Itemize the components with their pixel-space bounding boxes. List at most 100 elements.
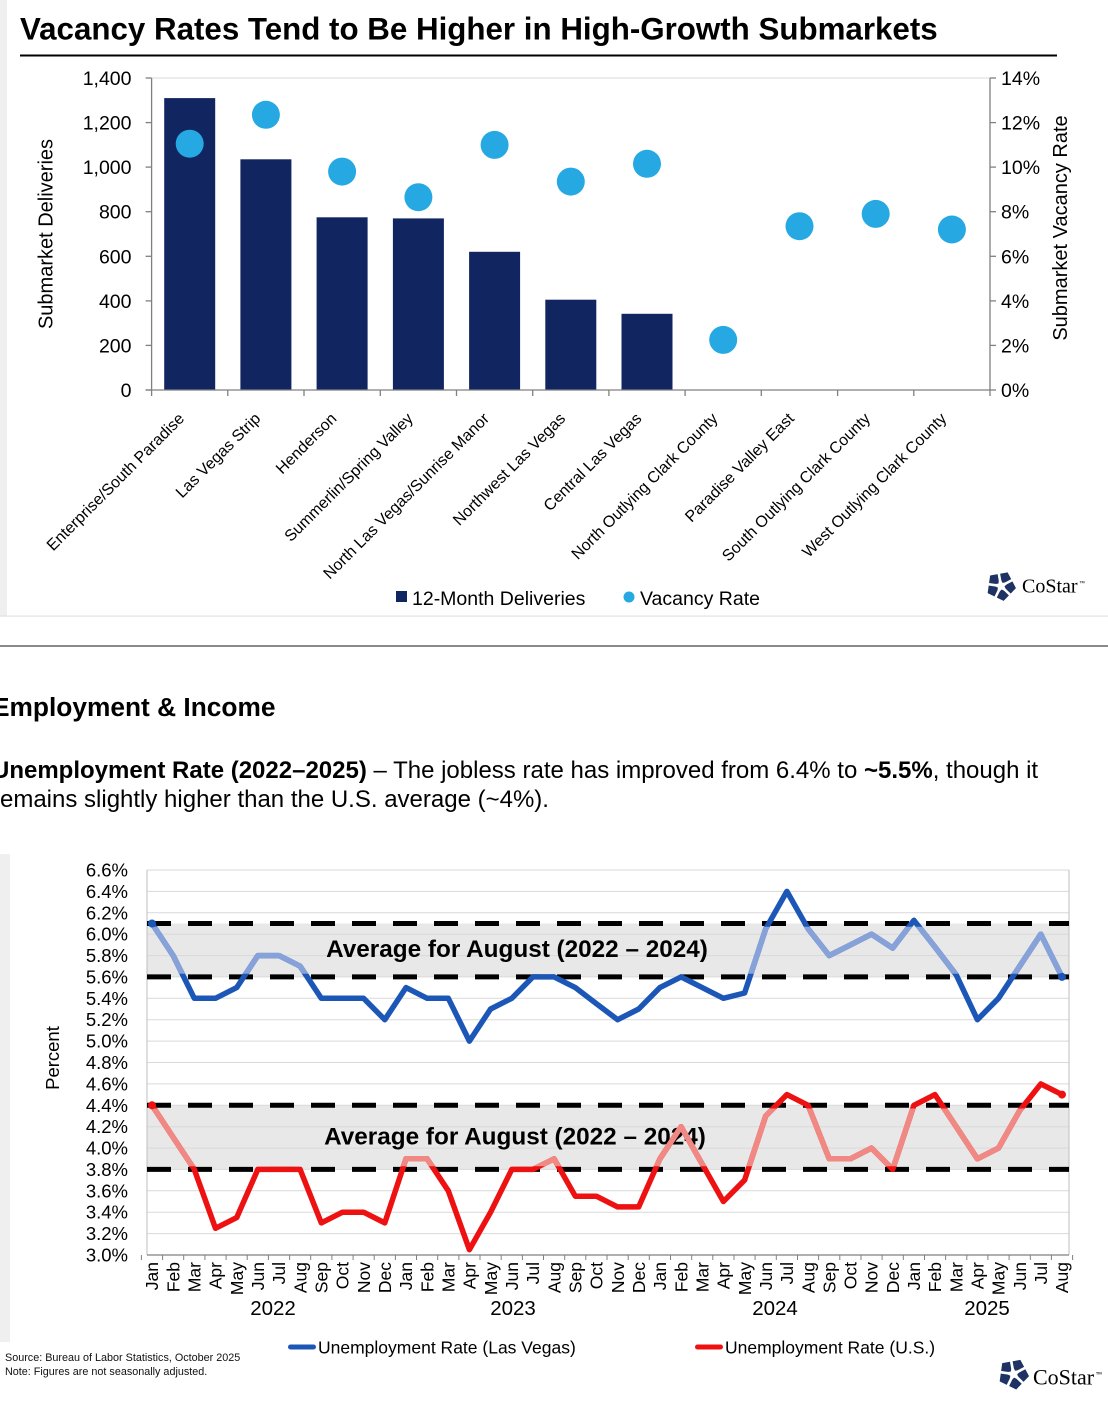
svg-text:6.0%: 6.0%: [86, 924, 128, 945]
svg-text:Mar: Mar: [439, 1262, 459, 1292]
svg-text:3.6%: 3.6%: [86, 1180, 128, 1201]
svg-text:CoStar: CoStar: [1033, 1365, 1095, 1390]
svg-text:6%: 6%: [1001, 246, 1029, 268]
svg-text:1,400: 1,400: [83, 68, 132, 90]
svg-text:Aug: Aug: [798, 1262, 818, 1293]
svg-text:12%: 12%: [1001, 113, 1040, 135]
svg-text:Las Vegas Strip: Las Vegas Strip: [173, 410, 264, 501]
svg-text:Sep: Sep: [312, 1262, 332, 1293]
svg-text:1,200: 1,200: [83, 113, 132, 135]
svg-text:Jul: Jul: [269, 1262, 289, 1284]
svg-text:Percent: Percent: [42, 1026, 63, 1090]
svg-text:Jan: Jan: [904, 1262, 924, 1290]
svg-text:5.0%: 5.0%: [86, 1031, 128, 1052]
svg-text:Dec: Dec: [883, 1262, 903, 1293]
svg-text:Enterprise/South Paradise: Enterprise/South Paradise: [44, 410, 188, 554]
svg-text:Jan: Jan: [650, 1262, 670, 1290]
svg-text:CoStar: CoStar: [1022, 576, 1078, 598]
svg-text:4.6%: 4.6%: [86, 1073, 128, 1094]
svg-text:Apr: Apr: [968, 1262, 988, 1289]
svg-text:Apr: Apr: [714, 1262, 734, 1289]
svg-text:North Las Vegas/Sunrise Manor: North Las Vegas/Sunrise Manor: [321, 410, 494, 583]
svg-text:™: ™: [1079, 580, 1085, 587]
svg-text:Sep: Sep: [819, 1262, 839, 1293]
svg-text:Jul: Jul: [777, 1262, 797, 1284]
svg-text:3.4%: 3.4%: [86, 1202, 128, 1223]
svg-text:8%: 8%: [1001, 202, 1029, 224]
svg-text:Feb: Feb: [671, 1262, 691, 1292]
svg-text:Oct: Oct: [333, 1262, 353, 1289]
svg-text:Apr: Apr: [460, 1262, 480, 1289]
svg-text:Nov: Nov: [354, 1262, 374, 1293]
svg-text:Average for August (2022 – 202: Average for August (2022 – 2024): [326, 936, 708, 963]
svg-text:Sep: Sep: [566, 1262, 586, 1293]
svg-text:West Outlying Clark County: West Outlying Clark County: [799, 410, 950, 561]
svg-text:Nov: Nov: [862, 1262, 882, 1293]
svg-text:Aug: Aug: [544, 1262, 564, 1293]
svg-text:Jan: Jan: [396, 1262, 416, 1290]
svg-text:5.8%: 5.8%: [86, 945, 128, 966]
svg-text:South Outlying Clark County: South Outlying Clark County: [719, 410, 874, 565]
svg-text:2023: 2023: [490, 1297, 536, 1320]
svg-text:May: May: [227, 1262, 247, 1295]
svg-text:2022: 2022: [250, 1297, 296, 1320]
svg-text:Henderson: Henderson: [273, 410, 340, 477]
svg-text:3.0%: 3.0%: [86, 1245, 128, 1266]
svg-text:3.2%: 3.2%: [86, 1223, 128, 1244]
svg-text:Oct: Oct: [587, 1262, 607, 1289]
svg-text:14%: 14%: [1001, 68, 1040, 90]
svg-text:5.2%: 5.2%: [86, 1009, 128, 1030]
svg-text:Feb: Feb: [163, 1262, 183, 1292]
svg-text:Average for August (2022 – 202: Average for August (2022 – 2024): [324, 1123, 706, 1150]
svg-text:Unemployment Rate (Las Vegas): Unemployment Rate (Las Vegas): [318, 1338, 576, 1358]
svg-text:May: May: [989, 1262, 1009, 1295]
svg-text:May: May: [735, 1262, 755, 1295]
svg-text:Oct: Oct: [841, 1262, 861, 1289]
svg-text:Source: Bureau of Labor Statis: Source: Bureau of Labor Statistics, Octo…: [5, 1352, 240, 1364]
svg-text:1,000: 1,000: [83, 157, 132, 179]
svg-text:400: 400: [99, 291, 132, 313]
svg-text:Vacancy Rate: Vacancy Rate: [640, 588, 760, 610]
svg-text:600: 600: [99, 246, 132, 268]
svg-text:5.4%: 5.4%: [86, 988, 128, 1009]
svg-text:Jul: Jul: [1031, 1262, 1051, 1284]
svg-text:Note: Figures are not seasonal: Note: Figures are not seasonally adjuste…: [5, 1366, 207, 1378]
svg-text:May: May: [481, 1262, 501, 1295]
svg-text:Feb: Feb: [417, 1262, 437, 1292]
svg-text:4.2%: 4.2%: [86, 1116, 128, 1137]
svg-text:2024: 2024: [752, 1297, 798, 1320]
svg-text:Nov: Nov: [608, 1262, 628, 1293]
svg-text:10%: 10%: [1001, 157, 1040, 179]
svg-text:Mar: Mar: [692, 1262, 712, 1292]
svg-text:Aug: Aug: [290, 1262, 310, 1293]
svg-text:4%: 4%: [1001, 291, 1029, 313]
svg-text:2025: 2025: [964, 1297, 1010, 1320]
svg-text:Jun: Jun: [248, 1262, 268, 1290]
svg-text:4.0%: 4.0%: [86, 1138, 128, 1159]
svg-text:Jun: Jun: [1010, 1262, 1030, 1290]
svg-text:Jan: Jan: [142, 1262, 162, 1290]
svg-text:Jun: Jun: [502, 1262, 522, 1290]
svg-text:Jun: Jun: [756, 1262, 776, 1290]
svg-text:Dec: Dec: [629, 1262, 649, 1293]
svg-text:North Outlying Clark County: North Outlying Clark County: [569, 410, 722, 563]
svg-text:Jul: Jul: [523, 1262, 543, 1284]
svg-text:Submarket Vacancy Rate: Submarket Vacancy Rate: [1050, 115, 1072, 340]
svg-text:2%: 2%: [1001, 335, 1029, 357]
svg-text:Summerlin/Spring Valley: Summerlin/Spring Valley: [282, 410, 417, 545]
svg-text:800: 800: [99, 202, 132, 224]
svg-text:Mar: Mar: [185, 1262, 205, 1292]
svg-text:12-Month Deliveries: 12-Month Deliveries: [412, 588, 586, 610]
svg-text:4.4%: 4.4%: [86, 1095, 128, 1116]
svg-text:6.4%: 6.4%: [86, 881, 128, 902]
svg-text:200: 200: [99, 335, 132, 357]
svg-text:Mar: Mar: [946, 1262, 966, 1292]
svg-text:Vacancy Rates Tend to Be Highe: Vacancy Rates Tend to Be Higher in High-…: [20, 12, 938, 47]
svg-text:Unemployment Rate (U.S.): Unemployment Rate (U.S.): [725, 1338, 935, 1358]
svg-text:Dec: Dec: [375, 1262, 395, 1293]
svg-text:3.8%: 3.8%: [86, 1159, 128, 1180]
svg-text:6.2%: 6.2%: [86, 902, 128, 923]
svg-text:™: ™: [1096, 1372, 1103, 1379]
svg-text:4.8%: 4.8%: [86, 1052, 128, 1073]
svg-text:Apr: Apr: [206, 1262, 226, 1289]
